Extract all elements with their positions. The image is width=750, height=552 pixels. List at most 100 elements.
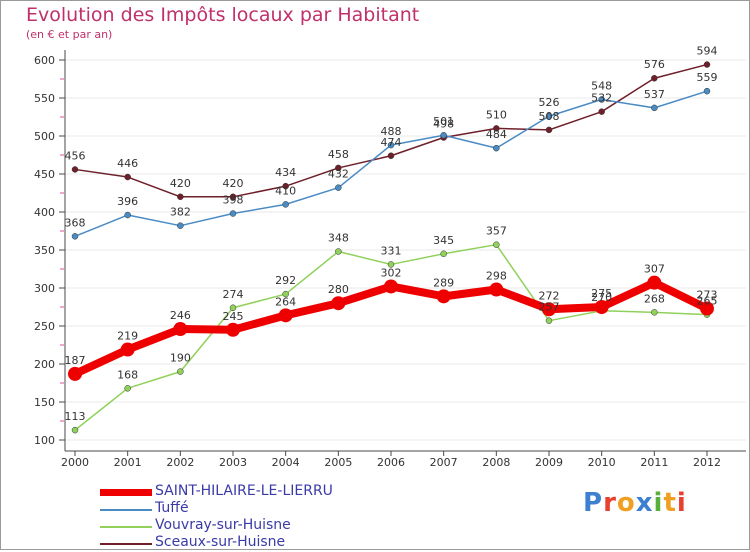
y-tick-label: 350	[34, 244, 55, 257]
data-label: 268	[644, 292, 665, 305]
y-tick-label: 300	[34, 282, 55, 295]
y-tick-label: 400	[34, 206, 55, 219]
data-point	[124, 173, 131, 181]
data-point	[651, 309, 658, 316]
data-label: 348	[328, 232, 349, 245]
data-label: 289	[433, 276, 454, 289]
data-label: 274	[223, 288, 244, 301]
legend-swatch-sceaux	[100, 543, 152, 545]
data-label: 510	[486, 108, 507, 121]
data-label: 594	[697, 45, 718, 58]
data-point	[598, 108, 605, 115]
data-label: 398	[223, 194, 244, 207]
data-point	[120, 342, 135, 357]
data-point	[335, 184, 342, 191]
data-label: 246	[170, 309, 191, 322]
x-tick-label: 2007	[430, 456, 458, 469]
data-point	[493, 125, 500, 132]
data-point	[71, 166, 79, 173]
data-point	[440, 131, 447, 139]
data-label: 420	[223, 177, 244, 190]
data-label: 474	[381, 136, 402, 149]
y-tick-label: 600	[34, 54, 55, 67]
data-label: 275	[591, 287, 612, 300]
data-point	[436, 289, 451, 304]
data-point	[71, 233, 79, 240]
y-tick-label: 150	[34, 396, 55, 409]
data-point	[493, 144, 500, 152]
data-label: 292	[275, 274, 296, 287]
data-label: 420	[170, 177, 191, 190]
x-tick-label: 2005	[324, 456, 352, 469]
legend-label-tuffe: Tuffé	[155, 500, 189, 516]
data-point	[387, 141, 395, 149]
data-point	[703, 61, 711, 68]
data-label: 331	[381, 244, 402, 257]
data-point	[493, 241, 500, 248]
legend-label-saint-hilaire: SAINT-HILAIRE-LE-LIERRU	[155, 483, 333, 499]
data-point	[229, 210, 237, 217]
data-point	[647, 275, 662, 290]
data-point	[124, 211, 131, 219]
data-point	[384, 279, 398, 294]
x-tick-label: 2002	[166, 456, 194, 469]
data-point	[594, 300, 609, 314]
data-label: 484	[486, 128, 507, 141]
data-label: 456	[65, 149, 86, 162]
data-label: 396	[117, 195, 138, 208]
y-tick-label: 500	[34, 130, 55, 143]
x-tick-label: 2011	[640, 456, 668, 469]
x-tick-label: 2008	[482, 456, 510, 469]
data-point	[489, 282, 504, 297]
legend-swatch-vouvray	[100, 526, 152, 528]
data-label: 187	[65, 354, 86, 367]
data-label: 307	[644, 263, 665, 276]
data-point	[124, 385, 131, 392]
data-label: 434	[275, 166, 296, 179]
data-point	[545, 112, 553, 120]
data-label: 526	[539, 96, 560, 109]
data-point	[387, 261, 395, 268]
data-point	[703, 87, 711, 95]
data-label: 368	[65, 216, 86, 229]
y-tick-label: 550	[34, 92, 55, 105]
data-label: 273	[697, 289, 718, 302]
data-point	[651, 104, 658, 112]
data-point	[542, 302, 556, 317]
x-tick-label: 2010	[588, 456, 616, 469]
data-point	[331, 296, 346, 311]
data-label: 357	[486, 225, 507, 238]
y-tick-label: 200	[34, 358, 55, 371]
data-label: 264	[275, 295, 296, 308]
data-point	[282, 290, 289, 298]
legend-label-vouvray: Vouvray-sur-Huisne	[155, 517, 291, 533]
data-point	[177, 368, 184, 375]
data-label: 532	[591, 92, 612, 105]
data-point	[598, 96, 605, 103]
data-point	[229, 304, 237, 312]
data-point	[387, 152, 395, 160]
data-point	[651, 74, 658, 82]
legend-swatch-saint-hilaire	[100, 489, 152, 496]
data-label: 280	[328, 283, 349, 296]
data-label: 272	[539, 289, 560, 302]
data-point	[68, 366, 82, 381]
data-label: 488	[381, 125, 402, 138]
data-point	[440, 250, 447, 258]
data-point	[173, 322, 188, 337]
x-tick-label: 2004	[272, 456, 300, 469]
data-label: 219	[117, 330, 138, 343]
data-point	[71, 426, 79, 434]
x-tick-label: 2012	[693, 456, 721, 469]
x-tick-label: 2003	[219, 456, 247, 469]
y-tick-label: 100	[34, 434, 55, 447]
data-point	[177, 222, 184, 229]
data-point	[282, 182, 289, 190]
data-label: 458	[328, 148, 349, 161]
data-label: 190	[170, 352, 191, 365]
data-point	[282, 201, 289, 208]
proxiti-logo: Proxiti	[583, 488, 687, 518]
legend-label-sceaux: Sceaux-sur-Huisne	[155, 534, 286, 550]
data-label: 245	[223, 310, 244, 323]
